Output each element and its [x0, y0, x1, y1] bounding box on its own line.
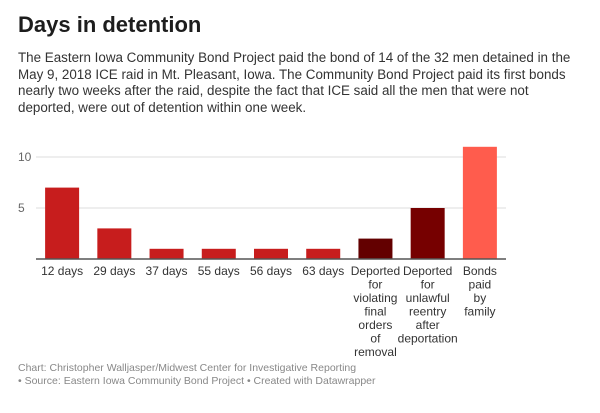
x-tick-label: 12 days	[41, 264, 83, 278]
x-tick-label: 29 days	[93, 264, 135, 278]
credit-line: Chart: Christopher Walljasper/Midwest Ce…	[18, 362, 357, 374]
x-tick-label: Bonds paid by family	[463, 264, 497, 319]
x-tick-label: Deported for unlawful reentry after deportati…	[398, 264, 458, 346]
x-tick-label: 63 days	[302, 264, 344, 278]
bar	[306, 248, 341, 259]
x-tick-label: 55 days	[198, 264, 240, 278]
bar	[410, 208, 445, 259]
bar	[45, 187, 80, 259]
bar	[201, 248, 236, 259]
x-tick-label: 56 days	[250, 264, 292, 278]
bar	[462, 146, 497, 259]
chart-title: Days in detention	[18, 12, 202, 37]
y-tick-label: 10	[18, 150, 32, 164]
chart-footer: Chart: Christopher Walljasper/Midwest Ce…	[18, 362, 376, 388]
y-tick-label: 5	[18, 201, 25, 215]
bar	[254, 248, 288, 259]
x-tick-label: Deported for violating final orders of removal	[351, 264, 400, 359]
x-tick-label: 37 days	[146, 264, 188, 278]
bar	[358, 238, 393, 259]
bar	[97, 228, 132, 259]
source-line: • Source: Eastern Iowa Community Bond Pr…	[18, 375, 376, 387]
bar	[149, 248, 184, 259]
chart-description: The Eastern Iowa Community Bond Project …	[18, 50, 571, 115]
